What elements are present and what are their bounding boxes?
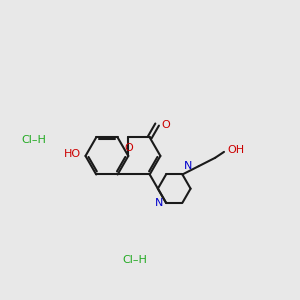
Text: N: N (155, 198, 164, 208)
Text: HO: HO (64, 149, 81, 160)
Text: OH: OH (227, 146, 244, 155)
Text: O: O (124, 143, 133, 153)
Text: Cl–H: Cl–H (22, 135, 46, 145)
Text: O: O (162, 119, 170, 130)
Text: N: N (184, 161, 192, 171)
Text: Cl–H: Cl–H (123, 255, 148, 265)
